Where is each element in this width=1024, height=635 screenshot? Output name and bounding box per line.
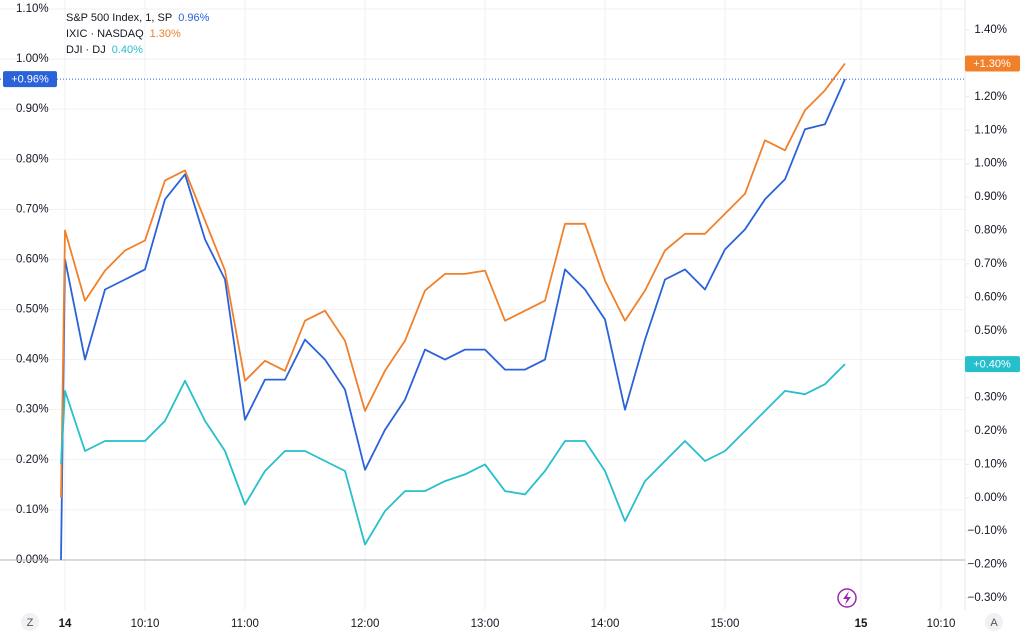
x-tick-label: 12:00 [351, 618, 380, 630]
y2-tick-label: 0.10% [974, 458, 1007, 470]
auto-button[interactable] [985, 613, 1003, 631]
y2-tick-label: −0.30% [968, 592, 1007, 604]
y2-tick-label: 0.20% [974, 425, 1007, 437]
y2-tick-label: 0.30% [974, 392, 1007, 404]
y-tick-label: 0.40% [16, 354, 49, 366]
y2-tick-label: −0.20% [968, 559, 1007, 571]
last-value-label: +1.30% [973, 58, 1011, 70]
y2-tick-label: 0.80% [974, 225, 1007, 237]
y-tick-label: 0.70% [16, 203, 49, 215]
series-line [60, 78, 846, 560]
y-tick-label: 0.80% [16, 153, 49, 165]
y2-tick-label: 0.50% [974, 325, 1007, 337]
x-tick-label: 15:00 [711, 618, 740, 630]
legend-value: 1.30% [150, 28, 181, 40]
last-value-badge [3, 71, 57, 88]
y2-tick-label: −0.10% [968, 525, 1007, 537]
y2-tick-label: 1.00% [974, 158, 1007, 170]
series-line [60, 363, 846, 546]
x-tick-label: 10:10 [131, 618, 160, 630]
x-tick-label: 11:00 [231, 618, 259, 630]
auto-button-label[interactable]: A [990, 617, 998, 629]
scale-button[interactable] [21, 613, 39, 631]
last-value-badge [965, 55, 1020, 72]
y2-tick-label: 1.10% [974, 124, 1007, 136]
series-line [60, 62, 846, 498]
last-value-badge [965, 356, 1020, 373]
x-tick-label: 13:00 [471, 618, 500, 630]
legend-name: DJI · DJ [66, 44, 106, 56]
y-tick-label: 0.10% [16, 504, 49, 516]
y-tick-label: 1.10% [16, 3, 49, 15]
last-value-label: +0.40% [973, 359, 1011, 371]
y2-tick-label: 1.40% [974, 24, 1007, 36]
x-tick-label: 14:00 [591, 618, 620, 630]
y2-tick-label: 0.60% [974, 291, 1007, 303]
legend-name: S&P 500 Index, 1, SP [66, 12, 172, 24]
last-value-label: +0.96% [11, 74, 49, 86]
legend-value: 0.40% [112, 44, 143, 56]
y-tick-label: 0.20% [16, 454, 49, 466]
y2-tick-label: 0.90% [974, 191, 1007, 203]
y2-tick-label: 0.70% [974, 258, 1007, 270]
x-tick-label: 10:10 [927, 618, 956, 630]
y2-tick-label: 0.00% [974, 492, 1007, 504]
x-tick-label: 14 [59, 618, 72, 630]
y-tick-label: 0.30% [16, 404, 49, 416]
y-tick-label: 0.90% [16, 103, 49, 115]
scale-button-label[interactable]: Z [27, 617, 34, 629]
y-tick-label: 0.60% [16, 253, 49, 265]
y2-tick-label: 1.20% [974, 91, 1007, 103]
bolt-icon[interactable] [837, 588, 857, 608]
y-tick-label: 1.00% [16, 53, 49, 65]
legend-value: 0.96% [178, 12, 209, 24]
y-tick-label: 0.50% [16, 304, 49, 316]
x-tick-label: 15 [855, 618, 868, 630]
legend-name: IXIC · NASDAQ [66, 28, 144, 40]
